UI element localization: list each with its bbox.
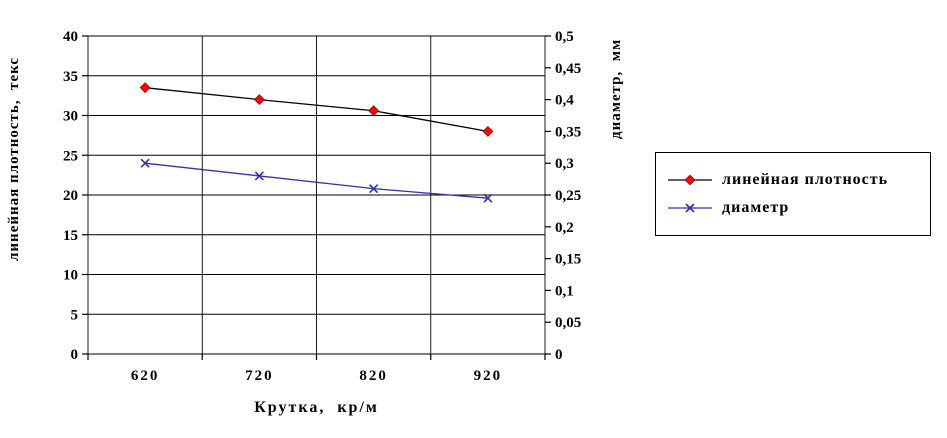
legend-item: диаметр (666, 199, 930, 217)
x-tick-label: 620 (131, 368, 160, 384)
x-marker-icon (254, 171, 264, 181)
series-line (145, 162, 488, 199)
right-tick-label: 0 (555, 347, 563, 363)
x-tick-label: 920 (474, 368, 503, 384)
left-tick-label: 15 (63, 228, 78, 244)
right-tick-label: 0,2 (555, 220, 574, 236)
x-tick-label: 720 (245, 368, 274, 384)
right-tick-label: 0,3 (555, 156, 574, 172)
diamond-marker-icon (482, 125, 494, 137)
left-tick-label: 5 (71, 307, 79, 323)
legend-label: диаметр (722, 199, 790, 216)
x-marker-icon (369, 184, 379, 194)
right-tick-label: 0,45 (555, 61, 581, 77)
right-tick-label: 0,1 (555, 283, 574, 299)
diamond-marker-icon (368, 105, 380, 117)
diamond-marker-icon (253, 94, 265, 106)
left-tick-label: 0 (71, 347, 79, 363)
x-marker-icon (483, 193, 493, 203)
right-tick-label: 0,5 (555, 29, 574, 45)
left-tick-label: 20 (63, 188, 78, 204)
right-tick-label: 0,05 (555, 315, 581, 331)
diamond-marker-icon (684, 174, 696, 186)
left-tick-label: 35 (63, 69, 78, 85)
left-tick-label: 30 (63, 109, 78, 125)
x-marker-icon (685, 203, 695, 213)
left-tick-label: 10 (63, 268, 78, 284)
right-axis-title: диаметр, мм (608, 38, 624, 140)
right-tick-label: 0,25 (555, 188, 581, 204)
series-line (145, 87, 488, 133)
right-tick-label: 0,4 (555, 93, 574, 109)
x-marker-icon (140, 158, 150, 168)
left-tick-label: 25 (63, 148, 78, 164)
left-axis-title: линейная плотность, текс (6, 56, 22, 262)
diamond-marker-icon (139, 82, 151, 94)
x-axis-title: Крутка, кр/м (254, 399, 379, 416)
x-tick-label: 820 (359, 368, 388, 384)
left-tick-label: 40 (63, 29, 78, 45)
legend: линейная плотность диаметр (655, 152, 931, 236)
legend-item: линейная плотность (666, 171, 930, 189)
legend-sample-line (668, 174, 712, 186)
legend-sample-line (668, 203, 712, 213)
right-tick-label: 0,15 (555, 252, 581, 268)
legend-label: линейная плотность (722, 171, 889, 188)
right-tick-label: 0,35 (555, 124, 581, 140)
